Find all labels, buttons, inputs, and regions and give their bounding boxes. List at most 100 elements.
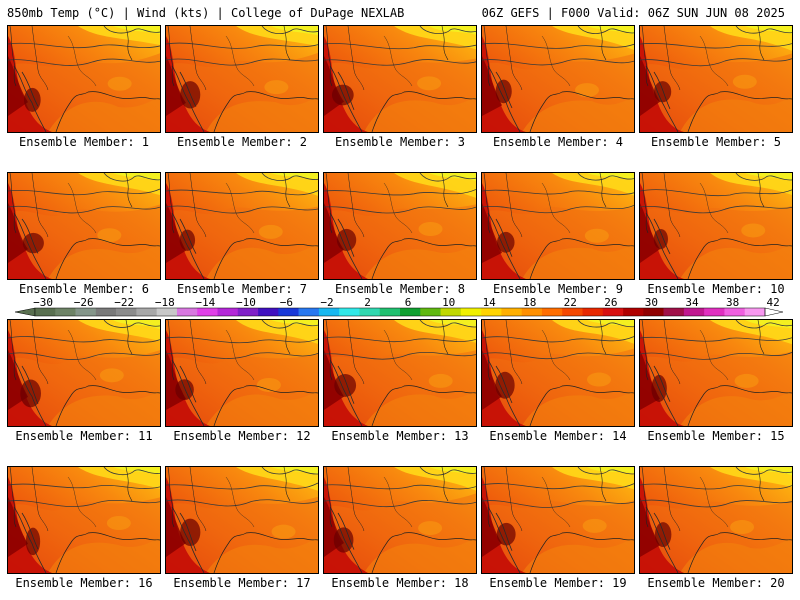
colorbar-tick-label: 42 <box>766 297 779 309</box>
colorbar-tick-label: 2 <box>364 297 371 309</box>
ensemble-member-label: Ensemble Member: 8 <box>334 282 466 296</box>
colorbar-segment <box>55 308 76 316</box>
ensemble-member-label: Ensemble Member: 17 <box>173 576 311 590</box>
ensemble-map-panel <box>165 319 319 427</box>
colorbar-segment <box>156 308 178 316</box>
colorbar-tick-label: 26 <box>604 297 617 309</box>
model-run-info: 06Z GEFS | F000 Valid: 06Z SUN JUN 08 20… <box>481 6 785 20</box>
colorbar-segment <box>643 308 664 316</box>
colorbar-segment <box>744 308 766 316</box>
colorbar-segment <box>176 308 198 316</box>
ensemble-map-panel <box>7 319 161 427</box>
ensemble-member-label: Ensemble Member: 9 <box>492 282 624 296</box>
colorbar-segment <box>663 308 685 316</box>
ensemble-member-label: Ensemble Member: 12 <box>173 429 311 443</box>
ensemble-member-label: Ensemble Member: 20 <box>647 576 785 590</box>
colorbar-segment <box>298 308 320 316</box>
ensemble-map-panel <box>165 25 319 133</box>
colorbar-segment <box>400 308 421 316</box>
colorbar-tick-label: −10 <box>236 297 256 309</box>
ensemble-member-label: Ensemble Member: 2 <box>176 135 308 149</box>
colorbar-segment <box>339 308 360 316</box>
temperature-colorbar: −30 −26 −22 −18 −14 −10 −6 −2 2 6 10 14 18 22 26 30 34 38… <box>14 297 784 317</box>
colorbar-segment <box>481 308 502 316</box>
ensemble-member-label: Ensemble Member: 6 <box>18 282 150 296</box>
colorbar-tick-label: −2 <box>320 297 333 309</box>
ensemble-map-panel <box>323 319 477 427</box>
colorbar-tick-label: 14 <box>483 297 497 309</box>
ensemble-member-label: Ensemble Member: 14 <box>489 429 627 443</box>
colorbar-tick-label: 10 <box>442 297 455 309</box>
ensemble-member-label: Ensemble Member: 13 <box>331 429 469 443</box>
colorbar-segment <box>420 308 441 316</box>
ensemble-map-panel <box>165 466 319 574</box>
colorbar-segment <box>602 308 624 316</box>
colorbar-right-arrow <box>764 307 784 317</box>
ensemble-member-label: Ensemble Member: 19 <box>489 576 627 590</box>
ensemble-member-label: Ensemble Member: 1 <box>18 135 150 149</box>
colorbar-segment <box>724 308 746 316</box>
colorbar-segment <box>501 308 522 316</box>
ensemble-map-panel <box>323 25 477 133</box>
colorbar-segment <box>95 308 117 316</box>
colorbar-tick-label: 38 <box>726 297 739 309</box>
colorbar-segment <box>237 308 259 316</box>
ensemble-member-label: Ensemble Member: 16 <box>15 576 153 590</box>
colorbar-segment <box>582 308 604 316</box>
ensemble-member-label: Ensemble Member: 15 <box>647 429 785 443</box>
ensemble-map-panel <box>639 466 793 574</box>
colorbar-segment <box>521 308 543 316</box>
colorbar-tick-label: 34 <box>685 297 699 309</box>
ensemble-member-label: Ensemble Member: 7 <box>176 282 308 296</box>
colorbar-segment <box>75 308 97 316</box>
ensemble-map-panel <box>481 25 635 133</box>
colorbar-tick-label: 30 <box>645 297 658 309</box>
map-title: 850mb Temp (°C) | Wind (kts) | College o… <box>7 6 405 20</box>
colorbar-tick-label: −22 <box>114 297 134 309</box>
colorbar-segment <box>359 308 381 316</box>
colorbar-tick-label: 6 <box>405 297 412 309</box>
colorbar-tick-label: −18 <box>155 297 175 309</box>
ensemble-map-panel <box>323 172 477 280</box>
ensemble-map-panel <box>639 172 793 280</box>
ensemble-map-panel <box>481 466 635 574</box>
ensemble-map-panel <box>481 172 635 280</box>
ensemble-map-panel <box>7 466 161 574</box>
ensemble-map-panel <box>639 25 793 133</box>
colorbar-segment <box>136 308 157 316</box>
ensemble-map-panel <box>7 172 161 280</box>
ensemble-map-panel <box>323 466 477 574</box>
colorbar-segment <box>460 308 482 316</box>
ensemble-member-label: Ensemble Member: 5 <box>650 135 782 149</box>
ensemble-map-panel <box>481 319 635 427</box>
colorbar-segment <box>278 308 299 316</box>
ensemble-map-panel <box>639 319 793 427</box>
ensemble-map-panel <box>7 25 161 133</box>
colorbar-segment <box>562 308 583 316</box>
colorbar-segment <box>541 308 563 316</box>
colorbar-segment <box>258 308 279 316</box>
ensemble-member-label: Ensemble Member: 4 <box>492 135 624 149</box>
colorbar-segment <box>683 308 705 316</box>
colorbar-tick-label: −30 <box>33 297 53 309</box>
colorbar-left-arrow <box>14 307 36 317</box>
colorbar-tick-label: −14 <box>195 297 215 309</box>
ensemble-member-label: Ensemble Member: 10 <box>647 282 785 296</box>
colorbar-tick-label: −26 <box>74 297 94 309</box>
colorbar-segment <box>440 308 462 316</box>
colorbar-segment <box>35 308 56 316</box>
ensemble-member-label: Ensemble Member: 11 <box>15 429 153 443</box>
colorbar-segment <box>197 308 218 316</box>
colorbar-segment <box>623 308 644 316</box>
colorbar-segment <box>318 308 340 316</box>
colorbar-segment <box>379 308 401 316</box>
colorbar-tick-label: 18 <box>523 297 536 309</box>
ensemble-map-panel <box>165 172 319 280</box>
colorbar-segment <box>116 308 137 316</box>
ensemble-member-label: Ensemble Member: 18 <box>331 576 469 590</box>
colorbar-tick-label: 22 <box>564 297 577 309</box>
colorbar-segment <box>704 308 725 316</box>
ensemble-member-label: Ensemble Member: 3 <box>334 135 466 149</box>
colorbar-segment <box>217 308 239 316</box>
colorbar-tick-label: −6 <box>280 297 293 309</box>
